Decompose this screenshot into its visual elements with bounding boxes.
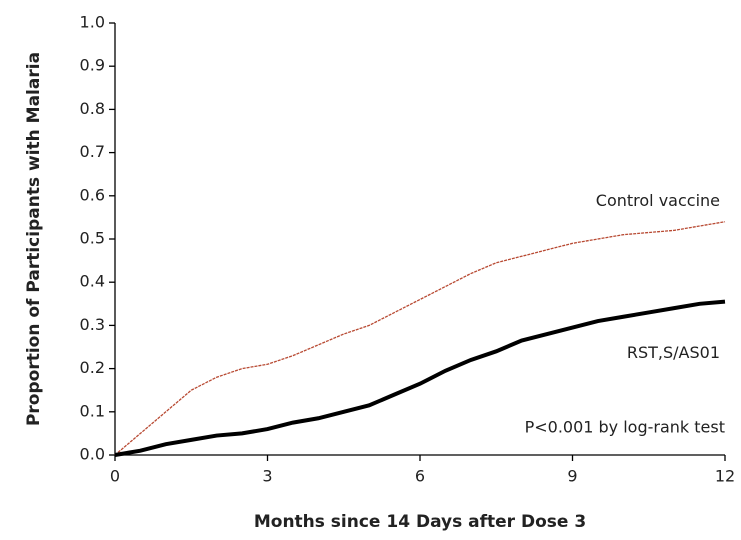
x-tick-label: 3 [262,467,272,486]
y-tick-label: 0.2 [80,358,105,377]
series-line [114,299,726,457]
y-tick-label: 0.9 [80,56,105,75]
series-label: Control vaccine [596,191,720,210]
series-line [114,221,726,456]
y-tick-label: 0.4 [80,272,105,291]
y-tick-label: 0.1 [80,401,105,420]
x-axis-title: Months since 14 Days after Dose 3 [254,512,586,532]
series-label: RST,S/AS01 [627,343,720,362]
y-tick-label: 1.0 [80,13,105,32]
x-tick-label: 12 [715,467,735,486]
y-tick-label: 0.0 [80,445,105,464]
x-tick-label: 6 [415,467,425,486]
y-tick-label: 0.5 [80,229,105,248]
y-axis-title: Proportion of Participants with Malaria [24,52,44,426]
y-tick-label: 0.8 [80,99,105,118]
annotation: P<0.001 by log-rank test [525,418,725,437]
x-tick-label: 0 [110,467,120,486]
y-tick-label: 0.7 [80,142,105,161]
y-tick-label: 0.6 [80,185,105,204]
x-tick-label: 9 [567,467,577,486]
y-tick-label: 0.3 [80,315,105,334]
